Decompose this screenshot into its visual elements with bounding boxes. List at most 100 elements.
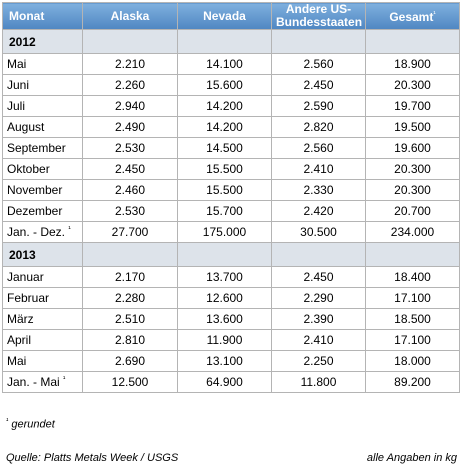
header-andere: Andere US- Bundesstaaten [271,2,366,30]
table-row: Juni 2.260 15.600 2.450 20.300 [2,74,460,96]
header-andere-line2: Bundesstaaten [276,15,363,29]
cell-nevada: 13.100 [177,350,272,372]
cell-alaska: 2.510 [82,308,178,330]
year-row-empty-cell [177,29,272,54]
year-row: 2013 [2,242,460,267]
total-footnote-mark: ¹ [68,226,71,233]
total-cell-gesamt: 234.000 [365,221,460,243]
table-row: September 2.530 14.500 2.560 19.600 [2,137,460,159]
year-row-empty-cell [177,242,272,267]
cell-nevada: 13.600 [177,308,272,330]
cell-nevada: 15.500 [177,179,272,201]
year-row-empty-cell [82,29,178,54]
month-label: August [2,116,83,138]
cell-alaska: 2.170 [82,266,178,288]
year-row-empty-cell [271,242,366,267]
header-andere-line1: Andere US- [285,2,352,16]
cell-andere: 2.390 [271,308,366,330]
year-row-empty-cell [271,29,366,54]
table-row: Februar 2.280 12.600 2.290 17.100 [2,287,460,309]
cell-nevada: 14.200 [177,95,272,117]
total-cell-alaska: 12.500 [82,371,178,393]
total-cell-andere: 30.500 [271,221,366,243]
table-row: März 2.510 13.600 2.390 18.500 [2,308,460,330]
month-label: April [2,329,83,351]
cell-nevada: 13.700 [177,266,272,288]
cell-andere: 2.560 [271,53,366,75]
cell-nevada: 14.500 [177,137,272,159]
table-row: Mai 2.690 13.100 2.250 18.000 [2,350,460,372]
header-gesamt-label: Gesamt [389,10,434,24]
cell-alaska: 2.810 [82,329,178,351]
month-label: September [2,137,83,159]
cell-alaska: 2.530 [82,200,178,222]
month-label: Mai [2,350,83,372]
cell-gesamt: 18.900 [365,53,460,75]
header-gesamt-footnote-mark: ¹ [433,11,436,18]
total-label: Jan. - Mai [7,375,60,389]
month-label: Juli [2,95,83,117]
cell-nevada: 14.100 [177,53,272,75]
total-footnote-mark: ¹ [63,376,66,383]
cell-gesamt: 18.500 [365,308,460,330]
cell-andere: 2.410 [271,158,366,180]
year-label: 2013 [2,242,83,267]
month-label: Juni [2,74,83,96]
cell-alaska: 2.260 [82,74,178,96]
cell-nevada: 15.600 [177,74,272,96]
total-cell-alaska: 27.700 [82,221,178,243]
cell-gesamt: 19.700 [365,95,460,117]
cell-alaska: 2.460 [82,179,178,201]
cell-alaska: 2.940 [82,95,178,117]
total-cell-nevada: 175.000 [177,221,272,243]
total-label-cell: Jan. - Dez. ¹ [2,221,83,243]
cell-alaska: 2.530 [82,137,178,159]
cell-gesamt: 20.700 [365,200,460,222]
table-header: Monat Alaska Nevada Andere US- Bundessta… [2,2,460,30]
cell-nevada: 12.600 [177,287,272,309]
cell-nevada: 15.700 [177,200,272,222]
cell-alaska: 2.280 [82,287,178,309]
table-row: Januar 2.170 13.700 2.450 18.400 [2,266,460,288]
footnote-text: gerundet [11,418,55,431]
cell-andere: 2.590 [271,95,366,117]
month-label: Dezember [2,200,83,222]
year-row-empty-cell [365,29,460,54]
cell-gesamt: 19.500 [365,116,460,138]
total-label: Jan. - Dez. [7,225,66,239]
cell-alaska: 2.210 [82,53,178,75]
table-row: Dezember 2.530 15.700 2.420 20.700 [2,200,460,222]
cell-nevada: 11.900 [177,329,272,351]
footnote-mark: ¹ [6,418,9,425]
total-row: Jan. - Mai ¹ 12.500 64.900 11.800 89.200 [2,371,460,393]
header-gesamt: Gesamt¹ [365,2,460,30]
cell-gesamt: 17.100 [365,329,460,351]
cell-alaska: 2.690 [82,350,178,372]
cell-andere: 2.450 [271,74,366,96]
header-alaska: Alaska [82,2,178,30]
total-label-cell: Jan. - Mai ¹ [2,371,83,393]
table-row: Mai 2.210 14.100 2.560 18.900 [2,53,460,75]
total-cell-nevada: 64.900 [177,371,272,393]
table-row: November 2.460 15.500 2.330 20.300 [2,179,460,201]
cell-gesamt: 20.300 [365,179,460,201]
header-monat: Monat [2,2,83,30]
source-note: Quelle: Platts Metals Week / USGS [6,452,179,464]
cell-gesamt: 20.300 [365,158,460,180]
table-row: April 2.810 11.900 2.410 17.100 [2,329,460,351]
year-row: 2012 [2,29,460,54]
gold-production-table: Monat Alaska Nevada Andere US- Bundessta… [2,2,460,393]
cell-alaska: 2.490 [82,116,178,138]
total-cell-gesamt: 89.200 [365,371,460,393]
month-label: Oktober [2,158,83,180]
header-nevada: Nevada [177,2,272,30]
month-label: März [2,308,83,330]
table-row: Oktober 2.450 15.500 2.410 20.300 [2,158,460,180]
table-row: August 2.490 14.200 2.820 19.500 [2,116,460,138]
units-note: alle Angaben in kg [366,452,457,464]
cell-gesamt: 20.300 [365,74,460,96]
month-label: Januar [2,266,83,288]
cell-gesamt: 19.600 [365,137,460,159]
total-cell-andere: 11.800 [271,371,366,393]
month-label: Februar [2,287,83,309]
